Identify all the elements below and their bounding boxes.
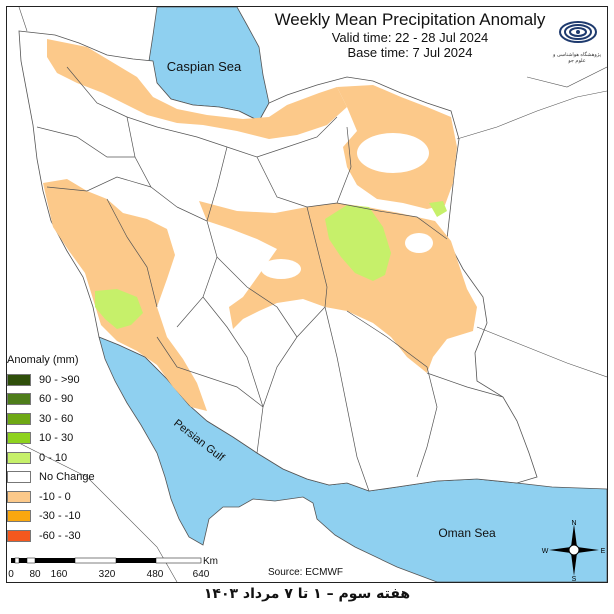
neighbor-borders: [7, 7, 607, 582]
scale-tick-80: 80: [29, 569, 41, 580]
anomaly-nochange-holes: [201, 133, 433, 281]
anomaly-region-west-green: [95, 289, 143, 329]
map-frame: Caspian Sea Persian Gulf Oman Sea: [6, 6, 608, 583]
legend-swatch: [7, 471, 31, 484]
legend-item: -10 - 0: [7, 487, 167, 507]
anomaly-positive: [95, 201, 447, 329]
caspian-sea-label: Caspian Sea: [167, 59, 242, 74]
legend-swatch: [7, 393, 31, 406]
map-canvas: Caspian Sea Persian Gulf Oman Sea: [7, 7, 607, 582]
legend-item: -60 - -30: [7, 526, 167, 546]
scale-bar: Km 0 80 160 320 480 640: [7, 556, 218, 581]
legend-label: 30 - 60: [39, 412, 74, 425]
logo-text: پژوهشگاه هواشناسی و علوم جو: [553, 52, 601, 64]
legend-label: 0 - 10: [39, 451, 68, 464]
legend-label: -60 - -30: [39, 529, 81, 542]
legend-item: 60 - 90: [7, 390, 167, 410]
valid-time: Valid time: 22 - 28 Jul 2024: [331, 30, 489, 45]
legend-items: 90 - >90 60 - 90 30 - 60 10 - 30 0 - 10 No Ch…: [7, 370, 167, 546]
legend-item: No Change: [7, 468, 167, 488]
legend: Anomaly (mm) 90 - >90 60 - 90 30 - 60 10 - …: [7, 354, 167, 546]
anomaly-region-east-green: [325, 205, 391, 281]
legend-swatch: [7, 412, 31, 425]
scale-tick-0: 0: [8, 569, 14, 580]
oman-sea-label: Oman Sea: [438, 526, 496, 540]
scale-tick-480: 480: [146, 569, 164, 580]
map-title: Weekly Mean Precipitation Anomaly: [274, 10, 546, 29]
legend-label: 60 - 90: [39, 393, 74, 406]
title-block: Weekly Mean Precipitation Anomaly Valid …: [250, 10, 570, 60]
legend-swatch: [7, 510, 31, 523]
scale-tick-320: 320: [98, 569, 116, 580]
scale-tick-160: 160: [50, 569, 68, 580]
base-time: Base time: 7 Jul 2024: [347, 45, 473, 60]
footer-persian-date: هفته سوم – ۱ تا ۷ مرداد ۱۴۰۳: [203, 586, 411, 602]
province-borders: [36, 66, 504, 492]
legend-item: -30 - -10: [7, 507, 167, 527]
legend-label: -10 - 0: [39, 490, 71, 503]
legend-swatch: [7, 529, 31, 542]
legend-label: 10 - 30: [39, 432, 74, 445]
legend-label: -30 - -10: [39, 510, 81, 523]
compass-e: E: [601, 548, 606, 555]
scale-tick-640: 640: [192, 569, 210, 580]
legend-item: 30 - 60: [7, 409, 167, 429]
anomaly-region-nw: [47, 39, 347, 139]
legend-title: Anomaly (mm): [7, 354, 79, 366]
legend-item: 0 - 10: [7, 448, 167, 468]
compass-w: W: [542, 548, 549, 555]
legend-item: 90 - >90: [7, 370, 167, 390]
scale-bar-graphic: [11, 557, 202, 564]
legend-swatch: [7, 432, 31, 445]
legend-label: 90 - >90: [39, 373, 80, 386]
legend-item: 10 - 30: [7, 429, 167, 449]
legend-swatch: [7, 490, 31, 503]
compass-rose-icon: N S W E: [542, 520, 606, 581]
compass-s: S: [572, 576, 577, 581]
legend-swatch: [7, 451, 31, 464]
source-label: Source: ECMWF: [268, 567, 344, 578]
legend-swatch: [7, 373, 31, 386]
compass-n: N: [571, 520, 576, 527]
institute-logo-icon: [559, 21, 597, 43]
scale-unit: Km: [203, 556, 218, 567]
legend-label: No Change: [39, 471, 95, 484]
anomaly-region-ne-green: [429, 201, 447, 217]
